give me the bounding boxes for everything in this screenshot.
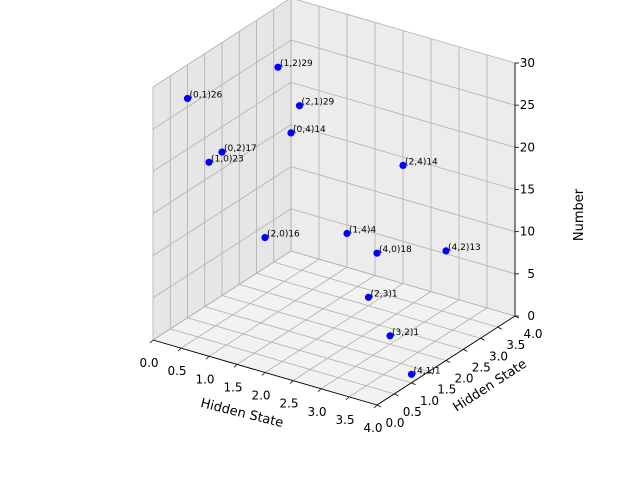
y-tick-mark xyxy=(428,371,433,374)
x-tick-label: 1.0 xyxy=(195,372,214,386)
y-tick-label: 3.0 xyxy=(489,349,508,363)
x-tick-mark xyxy=(317,388,322,393)
data-point xyxy=(343,229,351,238)
grid-line xyxy=(204,306,429,373)
x-tick-mark xyxy=(205,355,210,360)
data-point-label: (0,2)17 xyxy=(224,144,257,154)
z-tick-label: 0 xyxy=(527,309,535,323)
data-point xyxy=(218,148,226,156)
data-point xyxy=(274,63,282,71)
y-tick-mark xyxy=(445,360,451,363)
data-point-label: (0,4)14 xyxy=(293,125,326,135)
z-tick-label: 20 xyxy=(520,140,535,154)
y-tick-label: 0.5 xyxy=(403,405,422,419)
data-point xyxy=(205,158,213,166)
grid-line xyxy=(152,0,289,88)
data-point xyxy=(386,332,394,340)
grid-line xyxy=(256,272,481,339)
data-point xyxy=(407,370,416,378)
x-tick-mark xyxy=(177,347,182,352)
y-tick-label: 1.5 xyxy=(437,383,456,397)
data-point-label: (2,3)1 xyxy=(371,289,398,299)
x-tick-label: 3.0 xyxy=(307,405,326,419)
tick-labels: 0.00.51.01.52.02.53.03.54.0 0.00.51.01.52… xyxy=(139,56,542,435)
grid-line xyxy=(239,283,464,350)
data-point-label: (1,4)4 xyxy=(349,226,376,236)
data-point-label: (2,0)16 xyxy=(267,230,300,240)
grid-line xyxy=(290,81,516,148)
tick-marks xyxy=(149,62,520,409)
grid-line xyxy=(221,295,447,361)
z-tick-label: 30 xyxy=(520,56,535,70)
data-point-label: (2,1)29 xyxy=(302,98,335,108)
x-tick-label: 4.0 xyxy=(363,421,382,435)
grid-line xyxy=(290,39,516,106)
grid-line xyxy=(273,261,498,328)
z-tick-label: 10 xyxy=(520,225,535,239)
z-axis-label: Number xyxy=(572,188,587,241)
x-tick-label: 0.0 xyxy=(139,356,158,370)
data-point-label: (3,2)1 xyxy=(392,328,419,338)
y-tick-mark xyxy=(411,382,416,386)
data-point xyxy=(183,94,192,103)
x-tick-label: 1.5 xyxy=(223,380,242,394)
y-tick-mark xyxy=(497,326,502,330)
y-tick-mark xyxy=(394,393,399,397)
grid-line xyxy=(290,208,516,275)
data-point xyxy=(287,129,295,137)
grid-line xyxy=(290,250,516,317)
y-tick-mark xyxy=(376,404,382,408)
x-tick-mark xyxy=(289,380,294,384)
data-points: (0,1)26 (0,2)17 (0,4)14 (1,0)23 (1,2)29 (1,4)… xyxy=(183,59,481,378)
grid-line xyxy=(290,166,516,233)
data-point xyxy=(442,247,450,255)
z-tick-label: 25 xyxy=(520,98,535,112)
y-tick-label: 3.5 xyxy=(506,338,525,352)
y-tick-mark xyxy=(463,349,468,352)
x-tick-mark xyxy=(261,372,266,376)
grid-line xyxy=(152,81,292,172)
grid-line xyxy=(152,39,292,130)
data-point-label: (4,2)13 xyxy=(448,243,481,253)
y-tick-label: 2.5 xyxy=(472,360,491,374)
grid-line xyxy=(152,208,292,299)
x-tick-mark xyxy=(233,364,238,368)
y-tick-label: 0.0 xyxy=(385,416,404,430)
x-tick-label: 0.5 xyxy=(167,364,186,378)
data-point xyxy=(295,102,304,110)
y-tick-label: 2.0 xyxy=(454,372,473,386)
data-point-label: (1,0)23 xyxy=(211,154,244,164)
x-tick-mark xyxy=(373,404,378,409)
x-tick-label: 3.5 xyxy=(335,413,354,427)
grid-line xyxy=(187,317,412,384)
grid-line xyxy=(290,124,516,190)
x-tick-label: 2.5 xyxy=(279,397,298,411)
x-tick-mark xyxy=(149,339,154,344)
grid-line xyxy=(152,166,292,257)
y-tick-label: 1.0 xyxy=(420,394,439,408)
y-tick-mark xyxy=(480,337,485,341)
data-point xyxy=(399,161,407,169)
x-axis-label: Hidden State xyxy=(199,396,285,431)
data-point-label: (0,1)26 xyxy=(190,91,223,101)
data-point xyxy=(261,234,269,242)
data-point-label: (4,1)1 xyxy=(414,366,441,376)
data-point-label: (4,0)18 xyxy=(379,245,412,255)
grid-line xyxy=(296,0,516,64)
x-tick-label: 2.0 xyxy=(251,389,270,403)
x-tick-mark xyxy=(345,396,350,401)
data-point-label: (2,4)14 xyxy=(405,157,438,167)
grid-line xyxy=(170,328,395,395)
grid-line xyxy=(152,124,292,214)
y-tick-label: 4.0 xyxy=(523,327,542,341)
data-point xyxy=(373,249,381,257)
data-point-label: (1,2)29 xyxy=(280,59,313,69)
z-tick-label: 15 xyxy=(520,183,535,197)
z-tick-label: 5 xyxy=(527,267,535,281)
data-point xyxy=(364,293,373,301)
grid-line xyxy=(152,250,292,341)
